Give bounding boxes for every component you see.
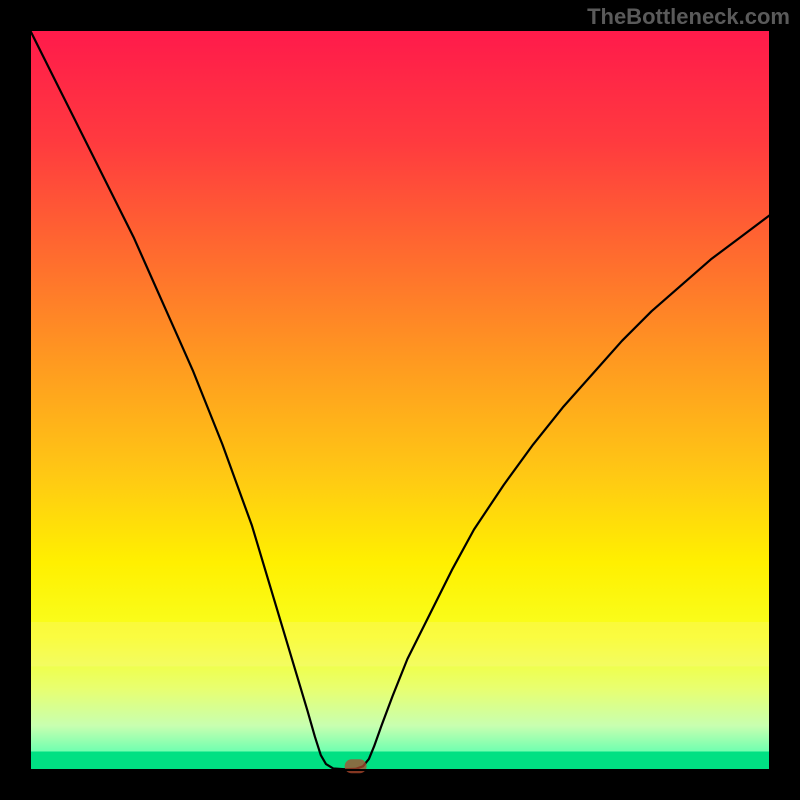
bottleneck-chart bbox=[0, 0, 800, 800]
optimal-marker bbox=[345, 759, 367, 773]
green-floor-band bbox=[30, 752, 770, 771]
pale-band bbox=[30, 622, 770, 666]
chart-container: TheBottleneck.com bbox=[0, 0, 800, 800]
